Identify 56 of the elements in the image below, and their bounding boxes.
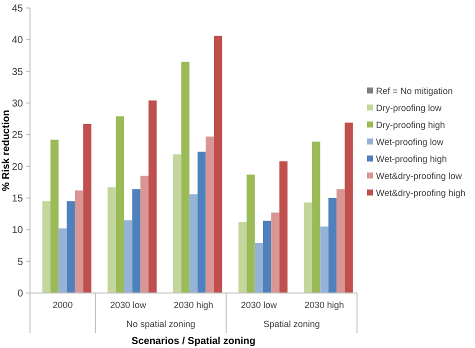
bar [42,201,50,293]
text: Spatial zoning [263,319,320,329]
bar [238,222,247,293]
bar [189,194,198,293]
y-tick-label: 35 [12,66,24,78]
bar [108,187,116,293]
bar [271,212,280,293]
x-tick-label: 2030 high [304,300,344,310]
y-tick-label: 30 [12,98,24,110]
legend-label: Wet&dry-proofing low [376,171,462,182]
bar [140,176,149,293]
x-tick-label: 2030 low [110,300,147,310]
y-tick-label: 10 [12,225,24,236]
bar [344,122,353,293]
bar [124,220,132,293]
legend-label: Wet-proofing high [376,154,447,164]
y-tick-label: 15 [12,194,24,204]
y-tick-label: 0 [17,288,24,300]
legend-label: Wet&dry-proofing high [376,188,466,198]
bar [336,189,345,293]
bar [206,136,214,293]
bar [66,201,75,293]
bar [198,152,206,293]
bar [254,242,263,293]
bar [246,174,255,293]
legend-label: Ref = No mitigation [376,86,453,96]
bar [214,36,222,293]
bar [328,198,337,293]
bar [74,190,84,293]
bar [279,161,288,293]
bar [304,202,312,293]
bar [148,100,157,293]
x-tick-label: 2000 [52,300,73,310]
x-tick-label: 2030 low [240,300,278,310]
x-tick-label: 2030 high [174,300,214,310]
y-tick-label: 45 [12,4,24,14]
bar [320,226,328,293]
bar [83,124,92,293]
y-tick-label: 25 [12,130,24,142]
bar [132,189,140,293]
bar [181,62,190,293]
y-tick-label: 5 [17,256,24,268]
bar [116,116,124,293]
y-tick-label: 20 [12,162,24,173]
bar [50,140,59,293]
bar [262,220,272,293]
text: No spatial zoning [126,319,196,329]
legend-label: Dry-proofing low [376,103,442,114]
bar [312,142,320,293]
x-axis-title: Scenarios / Spatial zoning [132,336,256,347]
legend-label: Dry-proofing high [376,120,446,130]
legend-label: Wet-proofing low [376,137,444,148]
bar [173,154,182,293]
y-axis-title: % Risk reduction [1,110,12,192]
bar [58,228,67,293]
y-tick-label: 40 [12,35,24,46]
